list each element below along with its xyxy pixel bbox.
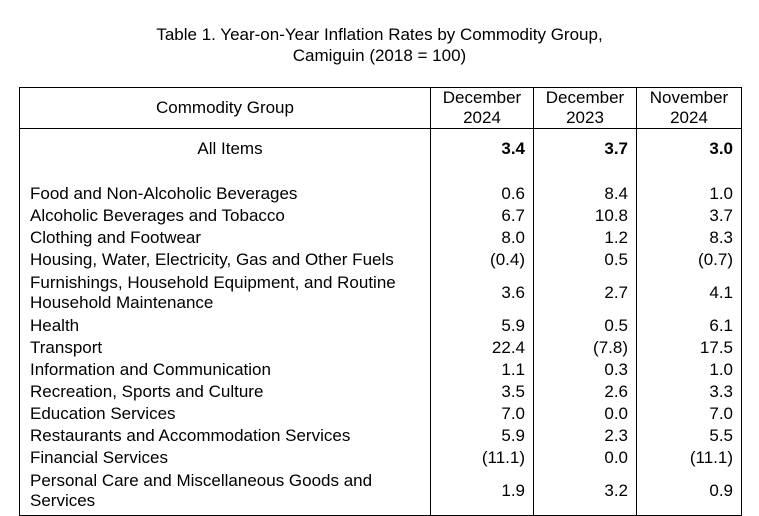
header-december-2023: December 2023 <box>533 87 637 129</box>
row-dec2023: 0.5 <box>533 315 637 337</box>
header-december-2023-line1: December <box>545 88 625 107</box>
header-row: Commodity Group December 2024 December 2… <box>19 87 742 129</box>
row-dec2023: 0.0 <box>533 403 637 425</box>
table-row: Personal Care and Miscellaneous Goods an… <box>19 469 742 516</box>
table-row: Restaurants and Accommodation Services 5… <box>19 425 742 447</box>
header-november-2024: November 2024 <box>636 87 742 129</box>
row-label-line2: Services <box>30 491 96 510</box>
row-label: Health <box>19 315 431 337</box>
table-title-line2: Camiguin (2018 = 100) <box>292 46 467 65</box>
inflation-table: Commodity Group December 2024 December 2… <box>19 87 742 516</box>
row-nov2024: 3.3 <box>636 381 742 403</box>
row-nov2024: 1.0 <box>636 183 742 205</box>
table-title: Table 1. Year-on-Year Inflation Rates by… <box>0 24 759 66</box>
header-december-2024-line1: December <box>442 88 522 107</box>
row-dec2023: 0.5 <box>533 249 637 271</box>
row-dec2023: 3.2 <box>533 469 637 516</box>
row-label: Information and Communication <box>19 359 431 381</box>
row-label-line1: Furnishings, Household Equipment, and Ro… <box>30 273 396 292</box>
row-nov2024: 0.9 <box>636 469 742 516</box>
table-row: Housing, Water, Electricity, Gas and Oth… <box>19 249 742 271</box>
all-items-row: All Items 3.4 3.7 3.0 <box>19 128 742 169</box>
row-label: Clothing and Footwear <box>19 227 431 249</box>
row-dec2024: 1.9 <box>430 469 534 516</box>
all-items-label: All Items <box>19 128 431 169</box>
row-dec2024: 7.0 <box>430 403 534 425</box>
header-december-2023-line2: 2023 <box>566 108 604 127</box>
row-label: Restaurants and Accommodation Services <box>19 425 431 447</box>
row-label: Recreation, Sports and Culture <box>19 381 431 403</box>
row-dec2024: 22.4 <box>430 337 534 359</box>
row-dec2024: 6.7 <box>430 205 534 227</box>
row-dec2024: 8.0 <box>430 227 534 249</box>
table-row: Furnishings, Household Equipment, and Ro… <box>19 271 742 315</box>
row-nov2024: 5.5 <box>636 425 742 447</box>
row-label: Transport <box>19 337 431 359</box>
row-dec2023: 2.3 <box>533 425 637 447</box>
row-label: Financial Services <box>19 447 431 469</box>
row-dec2024: 3.5 <box>430 381 534 403</box>
row-nov2024: 4.1 <box>636 271 742 315</box>
row-label: Food and Non-Alcoholic Beverages <box>19 183 431 205</box>
row-nov2024: 6.1 <box>636 315 742 337</box>
row-dec2023: 1.2 <box>533 227 637 249</box>
row-dec2023: 0.3 <box>533 359 637 381</box>
row-dec2024: (0.4) <box>430 249 534 271</box>
row-dec2023: 8.4 <box>533 183 637 205</box>
row-label: Housing, Water, Electricity, Gas and Oth… <box>19 249 431 271</box>
table-row: Health 5.9 0.5 6.1 <box>19 315 742 337</box>
row-dec2024: (11.1) <box>430 447 534 469</box>
row-dec2023: 10.8 <box>533 205 637 227</box>
header-december-2024: December 2024 <box>430 87 534 129</box>
all-items-dec2023: 3.7 <box>533 128 637 169</box>
row-label-line1: Personal Care and Miscellaneous Goods an… <box>30 471 373 490</box>
row-dec2023: (7.8) <box>533 337 637 359</box>
row-nov2024: 17.5 <box>636 337 742 359</box>
row-label: Personal Care and Miscellaneous Goods an… <box>19 469 431 516</box>
spacer-row <box>19 169 742 183</box>
row-dec2024: 3.6 <box>430 271 534 315</box>
row-nov2024: (0.7) <box>636 249 742 271</box>
row-nov2024: (11.1) <box>636 447 742 469</box>
row-label-line2: Household Maintenance <box>30 293 214 312</box>
all-items-nov2024: 3.0 <box>636 128 742 169</box>
table-row: Information and Communication 1.1 0.3 1.… <box>19 359 742 381</box>
table-row: Clothing and Footwear 8.0 1.2 8.3 <box>19 227 742 249</box>
row-label: Alcoholic Beverages and Tobacco <box>19 205 431 227</box>
table-row: Alcoholic Beverages and Tobacco 6.7 10.8… <box>19 205 742 227</box>
header-november-2024-line2: 2024 <box>670 108 708 127</box>
row-dec2023: 2.7 <box>533 271 637 315</box>
row-dec2024: 5.9 <box>430 315 534 337</box>
row-dec2023: 2.6 <box>533 381 637 403</box>
header-commodity-group: Commodity Group <box>19 87 431 129</box>
row-nov2024: 1.0 <box>636 359 742 381</box>
row-dec2024: 1.1 <box>430 359 534 381</box>
table-row: Financial Services (11.1) 0.0 (11.1) <box>19 447 742 469</box>
row-nov2024: 3.7 <box>636 205 742 227</box>
row-nov2024: 8.3 <box>636 227 742 249</box>
table-title-line1: Table 1. Year-on-Year Inflation Rates by… <box>156 25 603 44</box>
row-dec2024: 5.9 <box>430 425 534 447</box>
table-row: Education Services 7.0 0.0 7.0 <box>19 403 742 425</box>
row-label: Furnishings, Household Equipment, and Ro… <box>19 271 431 315</box>
header-december-2024-line2: 2024 <box>463 108 501 127</box>
table-row: Recreation, Sports and Culture 3.5 2.6 3… <box>19 381 742 403</box>
all-items-dec2024: 3.4 <box>430 128 534 169</box>
row-dec2024: 0.6 <box>430 183 534 205</box>
table-row: Transport 22.4 (7.8) 17.5 <box>19 337 742 359</box>
table-row: Food and Non-Alcoholic Beverages 0.6 8.4… <box>19 183 742 205</box>
header-november-2024-line1: November <box>649 88 729 107</box>
row-nov2024: 7.0 <box>636 403 742 425</box>
row-dec2023: 0.0 <box>533 447 637 469</box>
row-label: Education Services <box>19 403 431 425</box>
